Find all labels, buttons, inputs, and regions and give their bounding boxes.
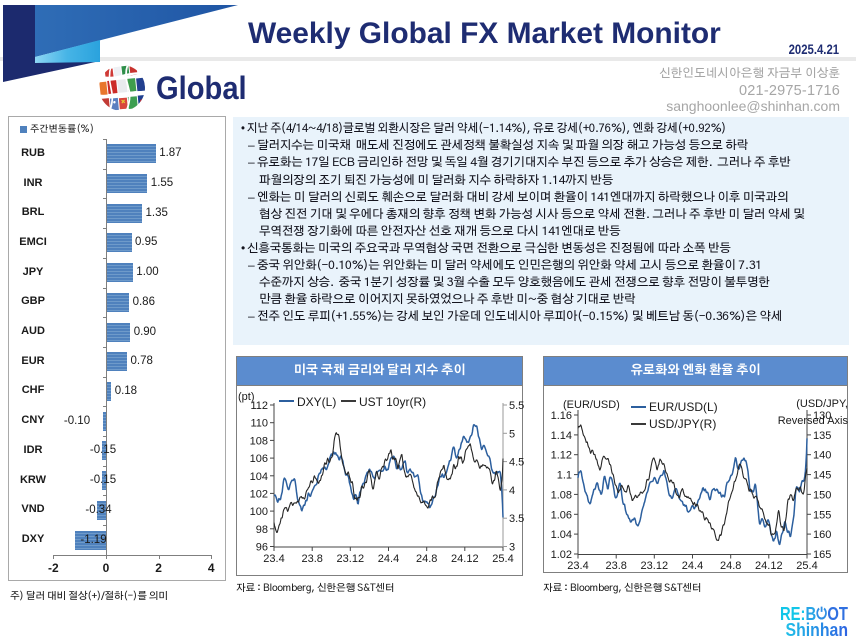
svg-text:5: 5: [509, 428, 515, 440]
svg-text:24.12: 24.12: [755, 560, 783, 572]
svg-text:23.12: 23.12: [337, 553, 365, 565]
svg-text:98: 98: [256, 524, 268, 536]
svg-text:(pt): (pt): [238, 391, 255, 403]
svg-text:1.1: 1.1: [557, 470, 572, 482]
svg-text:4: 4: [509, 485, 515, 497]
svg-text:USD/JPY(R): USD/JPY(R): [649, 417, 716, 431]
svg-text:DXY(L): DXY(L): [297, 395, 336, 409]
svg-text:1.04: 1.04: [551, 529, 572, 541]
svg-text:5.5: 5.5: [509, 400, 524, 412]
svg-text:104: 104: [250, 471, 268, 483]
svg-text:1.14: 1.14: [551, 430, 572, 442]
svg-text:102: 102: [250, 488, 268, 500]
svg-text:23.4: 23.4: [567, 560, 588, 572]
svg-text:108: 108: [250, 435, 268, 447]
svg-text:1.16: 1.16: [551, 410, 572, 422]
svg-text:1.02: 1.02: [551, 549, 572, 561]
svg-text:112: 112: [250, 400, 268, 412]
svg-text:4.5: 4.5: [509, 457, 524, 469]
svg-text:24.4: 24.4: [682, 560, 703, 572]
svg-text:(USD/JPY,: (USD/JPY,: [796, 398, 848, 410]
svg-text:24.8: 24.8: [416, 553, 437, 565]
svg-text:145: 145: [813, 470, 831, 482]
svg-text:3.5: 3.5: [509, 513, 524, 525]
svg-text:Reversed Axis: Reversed Axis: [778, 415, 849, 427]
svg-text:23.4: 23.4: [263, 553, 284, 565]
svg-text:24.12: 24.12: [451, 553, 479, 565]
svg-text:24.4: 24.4: [378, 553, 399, 565]
svg-text:96: 96: [256, 542, 268, 554]
svg-text:23.8: 23.8: [301, 553, 322, 565]
svg-text:1.12: 1.12: [551, 450, 572, 462]
svg-text:160: 160: [813, 529, 831, 541]
svg-text:3: 3: [509, 542, 515, 554]
svg-text:25.4: 25.4: [796, 560, 817, 572]
svg-text:155: 155: [813, 509, 831, 521]
svg-text:(EUR/USD): (EUR/USD): [563, 399, 620, 411]
svg-text:25.4: 25.4: [492, 553, 513, 565]
svg-text:165: 165: [813, 549, 831, 561]
svg-text:100: 100: [250, 506, 268, 518]
svg-text:1.06: 1.06: [551, 509, 572, 521]
svg-text:23.12: 23.12: [641, 560, 669, 572]
svg-text:1.08: 1.08: [551, 489, 572, 501]
svg-text:24.8: 24.8: [720, 560, 741, 572]
svg-text:110: 110: [250, 418, 268, 430]
svg-text:UST 10yr(R): UST 10yr(R): [359, 395, 426, 409]
svg-text:150: 150: [813, 489, 831, 501]
svg-text:135: 135: [813, 430, 831, 442]
svg-text:23.8: 23.8: [605, 560, 626, 572]
svg-text:EUR/USD(L): EUR/USD(L): [649, 400, 718, 414]
svg-text:106: 106: [250, 453, 268, 465]
svg-text:140: 140: [813, 450, 831, 462]
svg-text:130: 130: [813, 410, 831, 422]
